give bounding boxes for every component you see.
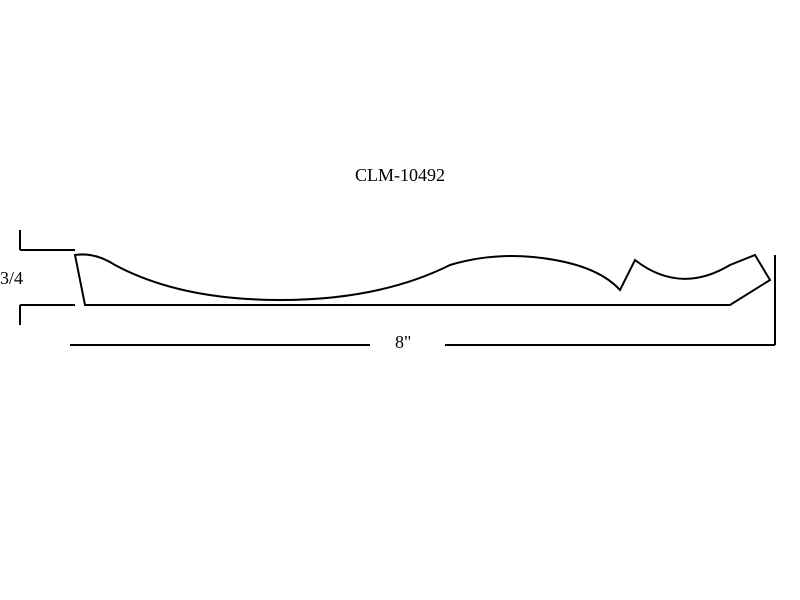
profile-diagram [0, 0, 800, 600]
molding-profile [75, 254, 770, 305]
part-title: CLM-10492 [355, 165, 445, 186]
height-label: 3/4 [0, 268, 23, 289]
width-dimension [70, 255, 775, 345]
width-label: 8" [395, 332, 411, 353]
height-dimension [20, 230, 75, 325]
